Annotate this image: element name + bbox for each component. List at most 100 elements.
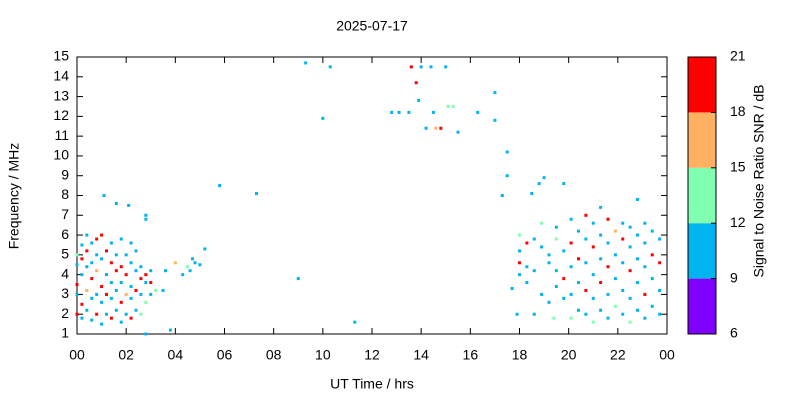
data-point (650, 229, 654, 233)
data-point (129, 285, 133, 289)
data-point (129, 296, 133, 300)
data-point (628, 296, 632, 300)
data-point (518, 261, 521, 265)
data-point (446, 104, 450, 108)
y-tick-label: 3 (61, 285, 69, 301)
data-point (518, 249, 521, 253)
data-point (569, 316, 573, 320)
data-point (525, 281, 529, 285)
x-tick-label: 20 (561, 347, 577, 363)
data-point (636, 233, 639, 237)
data-point (429, 65, 433, 69)
data-point (554, 225, 558, 229)
data-point (80, 316, 84, 320)
data-point (606, 217, 610, 221)
data-point (636, 257, 639, 261)
data-point (424, 126, 428, 130)
data-point (650, 253, 654, 257)
data-point (643, 316, 647, 320)
data-point (90, 241, 94, 245)
data-point (621, 288, 625, 292)
data-point (203, 247, 207, 251)
data-point (554, 285, 558, 289)
data-point (193, 261, 197, 265)
data-point (547, 261, 551, 265)
data-point (636, 308, 639, 312)
data-point (144, 300, 148, 304)
data-point (218, 184, 222, 188)
data-point (129, 241, 133, 245)
data-point (606, 292, 610, 296)
data-point (606, 241, 610, 245)
data-point (434, 126, 438, 130)
data-point (577, 281, 580, 285)
data-point (643, 265, 647, 269)
data-point (85, 288, 89, 292)
data-point (296, 277, 300, 281)
data-point (254, 192, 258, 196)
data-point (456, 130, 460, 134)
x-tick-label: 08 (266, 347, 282, 363)
data-point (547, 253, 551, 257)
x-tick-label: 22 (610, 347, 626, 363)
data-point (643, 292, 647, 296)
data-point (144, 273, 148, 277)
data-point (540, 245, 544, 249)
data-point (599, 308, 603, 312)
data-point (134, 269, 138, 273)
data-point (510, 286, 514, 290)
data-point (129, 316, 133, 320)
colorbar-segment (688, 278, 716, 334)
data-point (124, 273, 128, 277)
data-point (390, 110, 394, 114)
data-point (628, 225, 632, 229)
x-tick-label: 18 (512, 347, 528, 363)
data-point (95, 312, 99, 316)
data-point (114, 201, 118, 205)
data-point (584, 288, 588, 292)
data-point (505, 150, 509, 154)
data-point (321, 116, 325, 120)
data-point (134, 308, 138, 312)
y-tick-label: 5 (61, 246, 69, 262)
y-tick-label: 9 (61, 166, 69, 182)
data-point (144, 217, 148, 221)
data-point (149, 292, 153, 296)
data-point (613, 253, 617, 257)
data-point (599, 257, 603, 261)
data-point (658, 261, 662, 265)
data-point (569, 241, 573, 245)
data-point (119, 237, 123, 241)
data-point (431, 110, 435, 114)
data-point (621, 261, 625, 265)
data-point (584, 261, 588, 265)
data-point (407, 110, 411, 114)
data-point (525, 265, 529, 269)
data-point (532, 237, 536, 241)
data-point (530, 192, 534, 196)
data-point (85, 249, 89, 253)
data-point (134, 288, 138, 292)
data-point (569, 265, 573, 269)
data-point (124, 253, 128, 257)
data-point (114, 288, 118, 292)
data-point (577, 308, 580, 312)
data-point (95, 237, 99, 241)
data-point (181, 273, 185, 277)
data-point (451, 104, 455, 108)
y-tick-label: 12 (53, 107, 69, 123)
data-point (417, 99, 421, 103)
data-point (554, 269, 558, 273)
data-point (628, 269, 632, 273)
data-point (643, 241, 647, 245)
data-point (606, 316, 610, 320)
data-point (198, 263, 202, 267)
data-point (127, 203, 131, 207)
data-point (540, 221, 544, 225)
x-tick-label: 06 (217, 347, 233, 363)
data-point (95, 292, 99, 296)
colorbar-frame (687, 56, 717, 335)
data-point (149, 281, 153, 285)
data-point (85, 265, 89, 269)
data-point (109, 261, 113, 265)
